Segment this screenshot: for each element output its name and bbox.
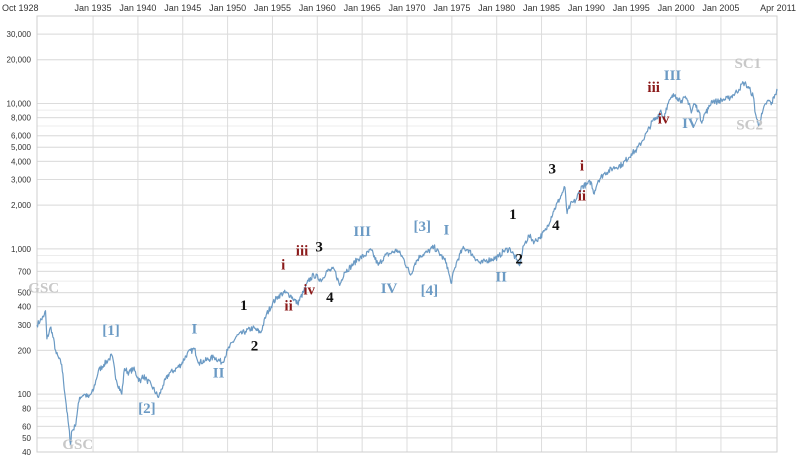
y-tick-label: 10,000 (7, 99, 32, 108)
wave-label: 4 (326, 290, 334, 306)
series-line-group (36, 81, 778, 446)
x-tick-label: Oct 1928 (2, 3, 39, 13)
wave-label: II (495, 270, 507, 286)
x-tick-label: Jan 1935 (75, 3, 112, 13)
x-tick-label: Jan 1945 (164, 3, 201, 13)
plot-frame (36, 15, 778, 453)
y-tick-label: 30,000 (7, 30, 32, 39)
y-tick-label: 80 (22, 404, 31, 413)
y-tick-label: 1,000 (11, 245, 32, 254)
wave-label: [1] (102, 323, 120, 339)
wave-label: [4] (421, 283, 439, 299)
x-tick-label: Jan 1960 (299, 3, 336, 13)
grid (36, 15, 778, 453)
y-tick-label: 300 (18, 321, 32, 330)
wave-label: i (580, 159, 584, 175)
y-tick-label: 5,000 (11, 143, 32, 152)
wave-label: 4 (552, 218, 560, 234)
wave-label: 2 (251, 338, 259, 354)
wave-label: ii (284, 299, 292, 315)
wave-label: 1 (240, 298, 248, 314)
x-tick-label: Apr 2011 (760, 3, 796, 13)
y-tick-label: 8,000 (11, 114, 32, 123)
wave-label: [2] (138, 401, 156, 417)
wave-label: 1 (509, 207, 517, 223)
wave-label: III (664, 68, 682, 84)
x-tick-label: Jan 1940 (119, 3, 156, 13)
y-tick-label: 500 (18, 289, 32, 298)
y-tick-label: 200 (18, 346, 32, 355)
wave-label: GSC (62, 437, 93, 453)
x-tick-label: Jan 2005 (702, 3, 739, 13)
x-tick-label: Jan 1975 (433, 3, 470, 13)
wave-label: iv (303, 283, 315, 299)
wave-label: IV (381, 281, 398, 297)
x-tick-label: Jan 1985 (523, 3, 560, 13)
y-tick-label: 100 (18, 390, 32, 399)
x-tick-label: Jan 2000 (658, 3, 695, 13)
y-tick-label: 50 (22, 434, 31, 443)
x-tick-label: Jan 1965 (344, 3, 381, 13)
y-tick-label: 700 (18, 267, 32, 276)
tick-labels: 30,000 20,000 10,000 8,000 6,000 5,000 4,000 3,… (2, 3, 796, 457)
wave-label: GSC (28, 281, 59, 297)
y-tick-label: 2,000 (11, 201, 32, 210)
y-tick-label: 20,000 (7, 56, 32, 65)
wave-label: I (444, 223, 450, 239)
wave-label: iv (658, 111, 670, 127)
y-tick-label: 40 (22, 448, 31, 457)
y-tick-label: 60 (22, 422, 31, 431)
wave-label: iii (296, 243, 309, 259)
wave-label: i (281, 258, 285, 274)
wave-label: SC2 (736, 118, 763, 134)
wave-label: III (353, 224, 371, 240)
wave-label: 2 (515, 251, 523, 267)
wave-label: 3 (315, 239, 323, 255)
x-tick-label: Jan 1950 (209, 3, 246, 13)
wave-label: SC1 (735, 56, 762, 72)
wave-label: 3 (549, 161, 557, 177)
wave-label: IV (682, 116, 699, 132)
y-tick-label: 400 (18, 303, 32, 312)
wave-label: II (213, 366, 225, 382)
x-tick-label: Jan 1980 (478, 3, 515, 13)
wave-label: I (191, 321, 197, 337)
y-tick-label: 4,000 (11, 157, 32, 166)
wave-label: ii (578, 189, 586, 205)
series-line (36, 81, 778, 446)
y-tick-label: 3,000 (11, 175, 32, 184)
wave-label: iii (647, 80, 660, 96)
y-tick-label: 6,000 (11, 132, 32, 141)
x-tick-label: Jan 1990 (568, 3, 605, 13)
x-tick-label: Jan 1970 (388, 3, 425, 13)
wave-label: [3] (413, 219, 431, 235)
x-tick-label: Jan 1955 (254, 3, 291, 13)
x-tick-label: Jan 1995 (613, 3, 650, 13)
